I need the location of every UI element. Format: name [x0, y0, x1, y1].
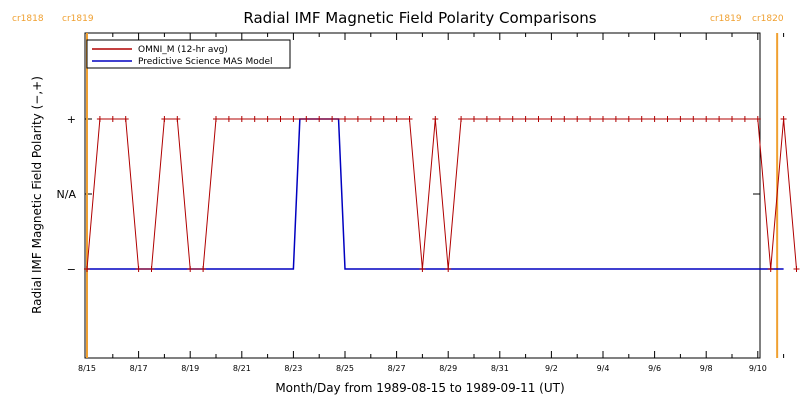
y-axis-label: Radial IMF Magnetic Field Polarity (−,+)	[30, 76, 44, 314]
cr-marker-left-label-1: cr1818	[12, 14, 44, 24]
x-tick-label: 9/10	[749, 364, 767, 373]
data-point-omni	[587, 116, 594, 122]
chart-title: Radial IMF Magnetic Field Polarity Compa…	[243, 9, 596, 27]
data-point-omni	[445, 266, 452, 272]
data-point-omni	[561, 116, 568, 122]
y-tick-label: −	[67, 263, 76, 276]
x-tick-label: 8/25	[336, 364, 354, 373]
x-tick-label: 9/6	[648, 364, 661, 373]
legend-label-omni: OMNI_M (12-hr avg)	[138, 45, 228, 55]
data-point-omni	[729, 116, 735, 122]
data-point-omni	[161, 116, 168, 122]
data-point-omni	[612, 116, 619, 122]
data-point-omni	[342, 116, 348, 122]
data-point-omni	[393, 116, 400, 122]
y-axis-ticks: + N/A −	[57, 113, 760, 276]
x-tick-label: 8/23	[284, 364, 302, 373]
data-point-omni	[316, 116, 323, 122]
data-point-omni	[690, 116, 697, 122]
data-point-omni	[496, 116, 503, 122]
data-point-omni	[767, 266, 774, 272]
data-point-omni	[225, 116, 232, 122]
cr-marker-right-label-1: cr1819	[62, 14, 94, 24]
data-point-omni	[432, 116, 439, 122]
data-point-omni	[148, 266, 155, 272]
y-tick-label: +	[67, 113, 76, 126]
data-point-omni	[303, 116, 310, 122]
series-line-omni	[86, 118, 797, 270]
data-point-omni	[754, 116, 761, 122]
plot-frame	[84, 32, 761, 359]
x-tick-label: 8/21	[233, 364, 251, 373]
data-point-omni	[135, 266, 142, 272]
x-tick-label: 8/15	[78, 364, 96, 373]
data-point-omni	[419, 266, 426, 272]
data-point-omni	[354, 116, 361, 122]
x-tick-label: 8/29	[439, 364, 457, 373]
data-point-omni	[96, 116, 103, 122]
series-layer	[84, 116, 800, 272]
data-point-omni	[716, 116, 723, 122]
data-point-omni	[574, 116, 581, 122]
data-point-omni	[200, 266, 207, 272]
data-point-omni	[793, 266, 800, 272]
cr-marker-right-label-2: cr1820	[752, 14, 784, 24]
data-point-omni	[600, 116, 606, 122]
data-point-omni	[109, 116, 116, 122]
x-tick-label: 8/17	[130, 364, 148, 373]
data-point-omni	[290, 116, 297, 122]
data-point-omni	[471, 116, 477, 122]
data-point-omni	[329, 116, 336, 122]
data-point-omni	[741, 116, 748, 122]
x-axis-ticks: 8/15 8/17 8/19 8/21 8/23 8/25 8/27 8/29 8/31 9/2 9…	[78, 33, 785, 373]
data-point-omni	[638, 116, 645, 122]
x-tick-label: 9/8	[700, 364, 713, 373]
data-point-omni	[780, 116, 787, 122]
carrington-rotation-markers	[86, 33, 779, 358]
data-point-omni	[174, 116, 181, 122]
legend-box	[86, 39, 291, 69]
data-point-omni	[625, 116, 632, 122]
data-point-omni	[522, 116, 529, 122]
data-point-omni	[664, 116, 671, 122]
data-point-omni	[509, 116, 516, 122]
series-line-mas	[87, 118, 784, 270]
data-point-omni	[703, 116, 710, 122]
data-point-omni	[380, 116, 387, 122]
data-point-omni	[277, 116, 284, 122]
x-tick-label: 8/31	[491, 364, 509, 373]
data-point-omni	[187, 266, 194, 272]
data-point-omni	[548, 116, 555, 122]
data-point-omni	[264, 116, 271, 122]
data-point-omni	[458, 116, 465, 122]
data-point-omni	[483, 116, 490, 122]
y-tick-label: N/A	[57, 188, 77, 201]
data-point-omni	[238, 116, 245, 122]
data-point-omni	[651, 116, 658, 122]
legend: OMNI_M (12-hr avg) Predictive Science MA…	[86, 39, 291, 69]
x-tick-label: 8/27	[388, 364, 406, 373]
data-point-omni	[406, 116, 413, 122]
data-point-omni	[677, 116, 684, 122]
data-point-omni	[251, 116, 258, 122]
x-tick-label: 9/2	[545, 364, 558, 373]
x-axis-label: Month/Day from 1989-08-15 to 1989-09-11 …	[275, 381, 564, 395]
data-point-omni	[213, 116, 219, 122]
data-point-omni	[84, 266, 90, 272]
legend-label-mas: Predictive Science MAS Model	[138, 57, 273, 67]
data-point-omni	[122, 116, 129, 122]
cr-marker-left-label-2: cr1819	[710, 14, 742, 24]
data-point-omni	[535, 116, 542, 122]
data-point-omni	[367, 116, 374, 122]
x-tick-label: 9/4	[597, 364, 610, 373]
x-tick-label: 8/19	[181, 364, 199, 373]
